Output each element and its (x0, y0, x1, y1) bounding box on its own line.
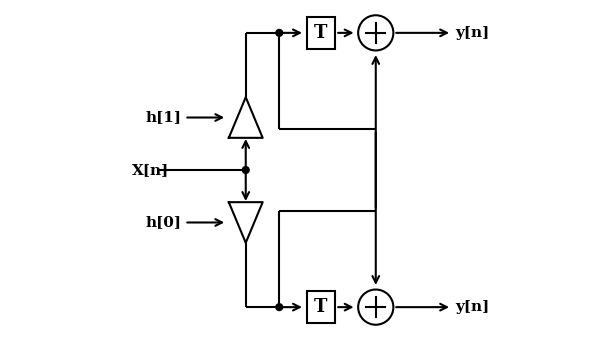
Polygon shape (229, 97, 263, 138)
Circle shape (276, 30, 283, 36)
FancyBboxPatch shape (306, 291, 335, 323)
Text: h[0]: h[0] (145, 216, 181, 230)
Text: y[n]: y[n] (455, 26, 489, 40)
Circle shape (276, 304, 283, 310)
Text: h[1]: h[1] (145, 110, 181, 124)
Text: T: T (314, 24, 327, 42)
Text: X[n]: X[n] (132, 163, 169, 177)
Circle shape (242, 167, 249, 173)
Text: y[n]: y[n] (455, 300, 489, 314)
FancyBboxPatch shape (306, 17, 335, 49)
Polygon shape (229, 202, 263, 243)
Text: T: T (314, 298, 327, 316)
